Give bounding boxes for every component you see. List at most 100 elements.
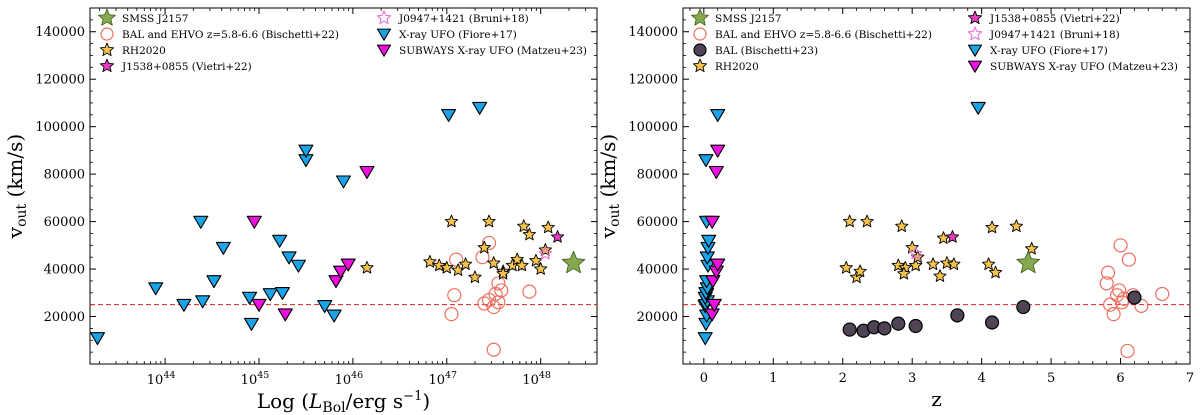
data-point — [1113, 238, 1128, 253]
legend-marker — [376, 28, 392, 41]
data-point — [706, 298, 722, 312]
data-point — [1114, 295, 1130, 310]
data-point — [1103, 297, 1118, 312]
y-label-rest: (km/s) — [596, 134, 620, 204]
data-point — [561, 250, 586, 274]
series-subways-x-ray-ufo-matzeu-23- — [246, 165, 375, 322]
series-j1538-0855-vietri-22- — [550, 230, 565, 243]
legend-label: J0947+1421 (Bruni+18) — [989, 29, 1120, 41]
data-point — [215, 241, 231, 255]
legend-label: J0947+1421 (Bruni+18) — [398, 13, 529, 25]
y-tick-label: 60000 — [637, 215, 678, 230]
x-tick-label: 3 — [908, 371, 916, 386]
legend-marker — [98, 8, 116, 26]
data-point — [534, 262, 548, 275]
series-x-ray-ufo-fiore-17- — [89, 101, 488, 346]
x-label-l: L — [308, 389, 322, 413]
data-point — [243, 317, 260, 331]
x-tick-label: 7 — [1186, 371, 1194, 386]
x-axis-label: z — [931, 387, 942, 411]
legend-label: J1538+0855 (Vietri+22) — [121, 61, 252, 73]
legend-label: X-ray UFO (Fiore+17) — [399, 29, 517, 41]
x-tick-label: 4 — [978, 371, 986, 386]
data-point — [877, 321, 892, 336]
series-smss-j2157 — [1016, 250, 1040, 274]
data-point — [981, 257, 996, 271]
legend-label: RH2020 — [122, 45, 166, 57]
data-point — [911, 250, 925, 263]
data-point — [193, 215, 209, 229]
legend-marker — [376, 10, 392, 25]
data-point — [550, 230, 565, 243]
series-j0947-1421-bruni-18- — [538, 246, 553, 260]
x-tick-label: 1046 — [335, 370, 364, 388]
data-point — [905, 240, 919, 254]
x-tick-exponent: 46 — [351, 370, 363, 381]
x-tick-exponent: 47 — [445, 370, 457, 381]
data-point — [491, 276, 506, 291]
data-point — [281, 251, 297, 265]
legend: SMSS J2157 BAL and EHVO z=5.8-6.6 (Bische… — [691, 8, 1178, 73]
data-point — [853, 264, 867, 278]
data-point — [148, 282, 164, 296]
legend-label: J1538+0855 (Vietri+22) — [989, 13, 1120, 25]
series-subways-x-ray-ufo-matzeu-23- — [704, 144, 726, 322]
data-point — [195, 295, 211, 309]
data-point — [950, 308, 965, 323]
data-point — [698, 154, 714, 168]
series-bal-bischetti-23- — [842, 290, 1142, 338]
data-point — [697, 332, 713, 346]
y-label-sub: out — [14, 203, 30, 226]
data-point — [897, 266, 911, 280]
y-label-main: v — [596, 226, 620, 239]
legend-marker — [691, 8, 709, 26]
data-point — [458, 257, 473, 271]
data-point — [947, 257, 961, 271]
series-smss-j2157 — [561, 250, 586, 274]
data-point — [1127, 290, 1142, 305]
data-point — [444, 214, 459, 228]
data-point — [945, 230, 960, 243]
x-tick-label: 1048 — [522, 370, 551, 388]
data-point — [242, 291, 258, 305]
y-tick-label: 80000 — [637, 168, 678, 183]
data-point — [541, 220, 555, 234]
data-point — [704, 308, 720, 322]
x-tick-exponent: 44 — [163, 370, 175, 381]
data-point — [444, 307, 459, 322]
data-point — [477, 240, 491, 254]
panel-redshift: 20000 40000 60000 80000 100000 120000 140000 0 1… — [596, 7, 1194, 411]
legend-marker — [967, 60, 983, 73]
series-j0947-1421-bruni-18- — [908, 246, 923, 260]
data-point — [360, 260, 374, 274]
data-point — [1016, 250, 1040, 274]
x-tick-exponent: 45 — [257, 370, 269, 381]
data-point — [496, 266, 510, 280]
data-point — [482, 214, 496, 228]
data-point — [842, 322, 857, 337]
data-point — [701, 234, 717, 248]
data-point — [481, 235, 497, 251]
data-point — [335, 175, 352, 189]
y-tick-label: 60000 — [44, 215, 85, 230]
data-point — [936, 231, 951, 244]
x-label-close: ) — [422, 389, 430, 413]
data-point — [908, 246, 923, 260]
data-point — [440, 260, 454, 274]
x-tick-label: 1 — [769, 371, 777, 386]
data-point — [1106, 307, 1121, 322]
data-point — [206, 275, 222, 289]
data-point — [272, 234, 288, 248]
data-point — [1121, 252, 1136, 267]
legend-label: X-ray UFO (Fiore+17) — [990, 45, 1108, 57]
x-label-main: Log ( — [257, 389, 309, 413]
y-label-main: v — [3, 226, 27, 239]
data-point — [262, 288, 278, 302]
legend-label: BAL (Bischetti+23) — [715, 45, 818, 57]
data-point — [359, 165, 375, 179]
data-point — [522, 227, 537, 241]
y-tick-label: 100000 — [628, 120, 678, 135]
x-tick-label: 1045 — [241, 370, 270, 388]
data-point — [333, 265, 349, 279]
panel-luminosity: 20000 40000 60000 80000 100000 120000 140000 10… — [3, 7, 598, 415]
